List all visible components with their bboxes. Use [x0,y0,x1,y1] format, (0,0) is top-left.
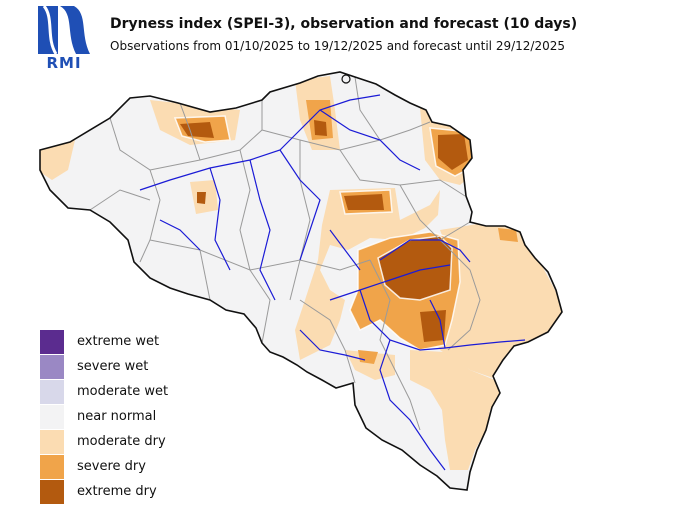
legend-swatch-severe-dry [40,455,64,479]
map-title: Dryness index (SPEI-3), observation and … [110,16,578,32]
country-outline [39,71,563,491]
enclave-marker [341,74,351,84]
legend-label: moderate dry [77,434,166,449]
legend-swatch-extreme-dry [40,480,64,504]
legend-swatch-moderate-dry [40,430,64,454]
moderate-dry-south [410,350,500,470]
moderate-dry-south-west [345,350,395,380]
legend-label: severe dry [77,459,146,474]
legend-item-severe-wet: severe wet [40,355,240,380]
dryness-map-layer [40,72,562,490]
extreme-dry-south-east [420,310,446,342]
rmi-logo-emblem [38,5,90,55]
logo-text: RMI [46,54,82,72]
legend-item-extreme-dry: extreme dry [40,480,240,505]
legend-swatch-near-normal [40,405,64,429]
severe-dry-small-south [358,350,378,364]
rmi-logo: RMI [36,4,92,74]
moderate-dry-east [430,222,562,378]
legend-item-near-normal: near normal [40,405,240,430]
legend-swatch-extreme-wet [40,330,64,354]
legend-label: moderate wet [77,384,169,399]
extreme-dry-center [344,194,384,210]
legend-label: near normal [77,409,157,424]
moderate-dry-coast [40,140,75,180]
rivers [139,94,526,471]
extreme-dry-north-center [314,120,327,136]
extreme-dry-north-east [438,134,468,170]
legend-swatch-moderate-wet [40,380,64,404]
legend-item-extreme-wet: extreme wet [40,330,240,355]
legend-label: extreme wet [77,334,160,349]
legend-item-moderate-dry: moderate dry [40,430,240,455]
severe-dry-small-east [498,228,518,242]
extreme-dry-small-west [197,192,206,204]
extreme-dry-south-center [378,236,452,300]
legend-swatch-severe-wet [40,355,64,379]
legend-label: extreme dry [77,484,157,499]
legend-item-severe-dry: severe dry [40,455,240,480]
legend-label: severe wet [77,359,149,374]
legend-item-moderate-wet: moderate wet [40,380,240,405]
map-subtitle: Observations from 01/10/2025 to 19/12/20… [110,39,565,53]
